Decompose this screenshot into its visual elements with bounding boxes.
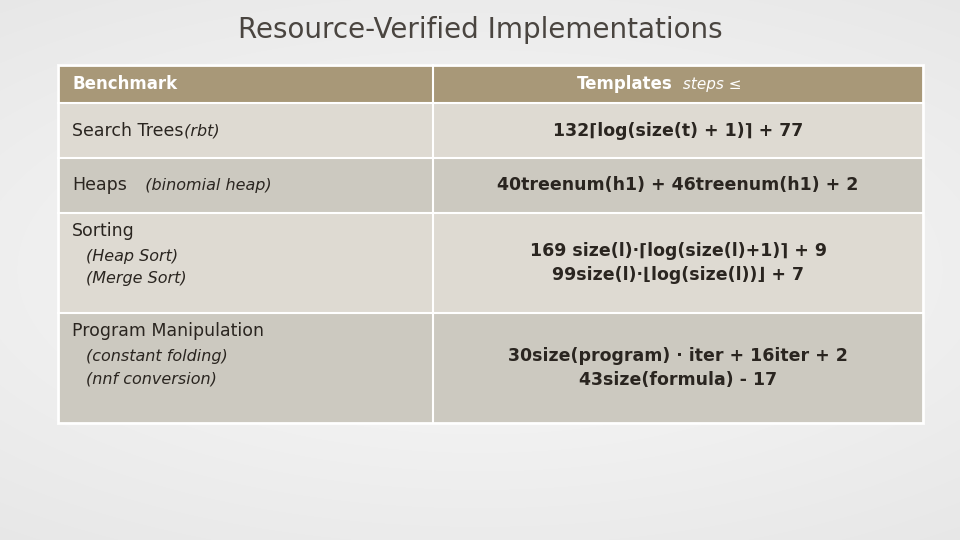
Text: Templates: Templates (577, 75, 673, 93)
Text: Search Trees: Search Trees (72, 122, 183, 139)
Text: Benchmark: Benchmark (72, 75, 178, 93)
Text: Resource-Verified Implementations: Resource-Verified Implementations (238, 16, 722, 44)
Text: (Heap Sort): (Heap Sort) (86, 249, 179, 265)
Text: (rbt): (rbt) (179, 123, 220, 138)
Bar (433, 313, 923, 423)
Bar (58, 158, 433, 213)
Bar (433, 103, 923, 158)
Bar (58, 103, 433, 158)
Text: 99size(l)·⌊log(size(l))⌋ + 7: 99size(l)·⌊log(size(l))⌋ + 7 (552, 266, 804, 284)
Text: (nnf conversion): (nnf conversion) (86, 372, 217, 387)
Bar (58, 313, 433, 423)
Bar (433, 213, 923, 313)
Text: 30size(program) · iter + 16iter + 2: 30size(program) · iter + 16iter + 2 (508, 347, 848, 365)
Text: 40treenum(h1) + 46treenum(h1) + 2: 40treenum(h1) + 46treenum(h1) + 2 (497, 177, 858, 194)
Text: (constant folding): (constant folding) (86, 349, 228, 364)
Text: 169 size(l)·⌈log(size(l)+1)⌉ + 9: 169 size(l)·⌈log(size(l)+1)⌉ + 9 (530, 242, 827, 260)
Text: 132⌈log(size(t) + 1)⌉ + 77: 132⌈log(size(t) + 1)⌉ + 77 (553, 122, 804, 139)
Text: steps ≤: steps ≤ (678, 77, 741, 91)
Text: 43size(formula) - 17: 43size(formula) - 17 (579, 371, 777, 389)
Bar (58, 213, 433, 313)
Bar (433, 158, 923, 213)
Bar (58, 65, 923, 103)
Text: Program Manipulation: Program Manipulation (72, 322, 264, 340)
Text: Heaps: Heaps (72, 177, 127, 194)
Text: Sorting: Sorting (72, 222, 134, 240)
Text: (binomial heap): (binomial heap) (135, 178, 272, 193)
Text: (Merge Sort): (Merge Sort) (86, 272, 186, 287)
Bar (58, 65, 923, 423)
